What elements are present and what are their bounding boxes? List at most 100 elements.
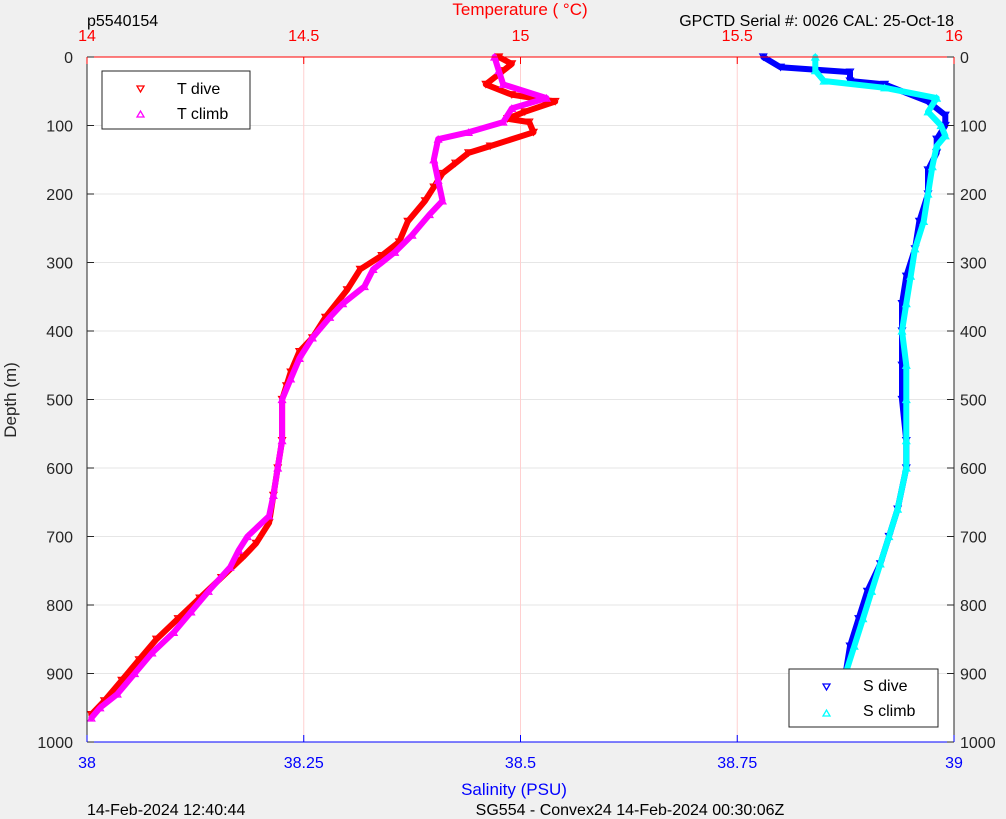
temperature-tick-label: 14 (78, 28, 96, 45)
t_climb-point (325, 313, 335, 321)
mission-label: SG554 - Convex24 14-Feb-2024 00:30:06Z (476, 802, 785, 819)
s_climb-point (910, 244, 920, 253)
temperature-legend: T dive T climb (101, 70, 251, 130)
s_dive-point (880, 80, 890, 89)
depth-tick-label-left: 800 (46, 598, 73, 615)
t_dive-point (377, 252, 387, 260)
t-dive-legend-label: T dive (177, 81, 220, 98)
depth-tick-label-right: 200 (960, 187, 987, 204)
salinity-tick-label: 38.75 (717, 755, 757, 772)
t_dive-point (151, 635, 161, 644)
s_climb-point (884, 532, 894, 541)
t_climb-point (286, 374, 296, 383)
t_climb-point (307, 333, 317, 342)
depth-tick-label-left: 500 (46, 393, 73, 410)
salinity-tick-label: 38.5 (505, 755, 536, 772)
s_climb-point (923, 107, 933, 116)
grid (87, 57, 954, 742)
t_dive-point (507, 91, 517, 99)
t_dive-point (342, 286, 352, 295)
t_dive-point (238, 553, 248, 562)
temperature-tick-label: 15 (512, 28, 530, 45)
t_climb-point (203, 587, 213, 595)
temperature-tick-label: 15.5 (722, 28, 753, 45)
t_climb-point (277, 436, 287, 445)
depth-tick-label-right: 100 (960, 119, 987, 136)
t_climb-series (86, 52, 552, 722)
depth-tick-label-right: 600 (960, 461, 987, 478)
salinity-legend-box (788, 668, 939, 728)
s_climb-point (849, 641, 859, 650)
s-dive-legend-label: S dive (863, 678, 908, 695)
s_climb-point (880, 83, 890, 92)
depth-tick-label-right: 0 (960, 50, 969, 67)
t_climb-point (368, 265, 378, 273)
s_climb-point (901, 299, 911, 308)
t_dive-point (251, 539, 261, 548)
depth-tick-label-right: 1000 (960, 735, 996, 752)
t_climb-point (186, 607, 196, 616)
s-dive-legend-marker (821, 683, 832, 692)
depth-tick-label-right: 700 (960, 530, 987, 547)
axes: 0 0 100 100 200 200 300 300 400 400 500 500 600 600 70… (37, 28, 995, 772)
depth-axis-title: Depth (m) (1, 362, 20, 438)
t_dive-point (507, 60, 517, 69)
t_climb-point (433, 135, 443, 143)
t_dive-point (420, 197, 430, 206)
t_climb-point (273, 463, 283, 472)
t_climb-point (507, 104, 517, 112)
t_climb-point (225, 563, 235, 571)
depth-tick-label-left: 0 (64, 50, 73, 67)
s_climb-point (901, 463, 911, 472)
profile-id-label: p5540154 (87, 13, 158, 30)
t_climb-point (390, 248, 400, 256)
t_climb-point (494, 66, 504, 75)
t_climb-point (407, 230, 417, 239)
s_climb-point (819, 76, 829, 85)
depth-tick-label-left: 900 (46, 667, 73, 684)
t_climb-point (95, 703, 105, 712)
salinity-legend: S dive S climb (788, 668, 939, 728)
t_dive-point (173, 615, 183, 623)
t_dive-point (550, 97, 560, 106)
depth-tick-label-left: 300 (46, 256, 73, 273)
t_climb-point (338, 299, 348, 308)
t_climb-point (264, 511, 274, 520)
t_climb-point (234, 546, 244, 554)
s_dive-point (776, 63, 786, 72)
salinity-tick-label: 39 (945, 755, 963, 772)
timestamp-label: 14-Feb-2024 12:40:44 (87, 802, 245, 819)
t_climb-point (437, 196, 448, 205)
s_climb-point (901, 436, 911, 445)
temperature-legend-box (101, 70, 251, 130)
t_climb-point (130, 669, 140, 678)
s_climb-point (932, 93, 942, 102)
t_dive-point (403, 217, 413, 226)
t_climb-point (169, 628, 179, 636)
t_climb-point (498, 80, 508, 88)
s_climb-point (906, 272, 916, 280)
depth-tick-label-left: 600 (46, 461, 73, 478)
s_climb-point (936, 121, 946, 130)
t_climb-point (86, 713, 96, 722)
s_climb-point (810, 66, 820, 75)
s_climb-point (927, 162, 937, 171)
depth-tick-label-left: 400 (46, 324, 73, 341)
t_dive-point (437, 169, 448, 178)
temperature-axis-title: Temperature ( °C) (452, 0, 587, 19)
s_climb-point (901, 395, 911, 404)
t_dive-point (485, 142, 495, 151)
t-dive-legend-marker (135, 85, 146, 94)
t_climb-point (268, 491, 278, 499)
depth-tick-label-right: 500 (960, 393, 987, 410)
t_dive-point (481, 80, 491, 89)
s_climb-point (919, 217, 929, 225)
t_climb-point (294, 354, 304, 362)
s_climb-point (901, 361, 911, 369)
s_climb-point (893, 504, 903, 513)
t_climb-point (242, 532, 252, 541)
s_climb-point (932, 141, 942, 150)
s_climb-line (812, 54, 949, 721)
salinity-tick-label: 38.25 (284, 755, 324, 772)
t_dive-point (450, 159, 461, 168)
